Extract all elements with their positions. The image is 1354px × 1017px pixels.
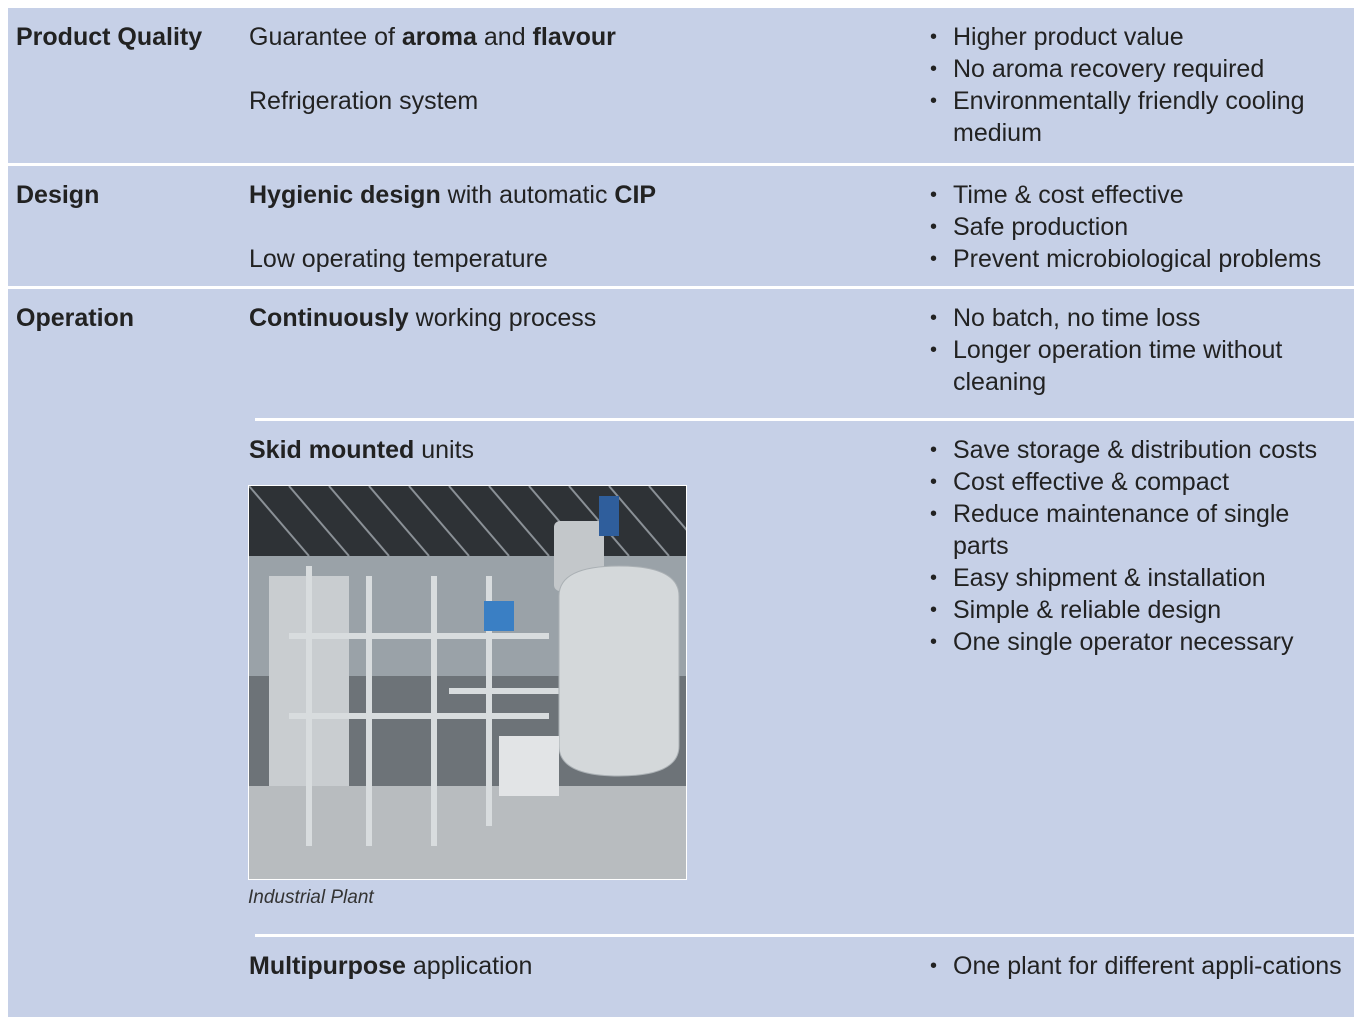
row-label: Design (16, 181, 100, 209)
benefit: Reduce maintenance of single parts (930, 498, 1350, 562)
benefit-list: Higher product valueNo aroma recovery re… (930, 21, 1350, 149)
benefit: Save storage & distribution costs (930, 434, 1350, 466)
feature-text: application (405, 952, 533, 980)
benefit: One plant for different appli-cations (930, 950, 1350, 982)
feature-text: units (414, 436, 475, 464)
benefit: Higher product value (930, 21, 1350, 53)
comparison-table: Product Quality Guarantee of aroma and fl… (8, 8, 1354, 1017)
photo (248, 485, 750, 880)
table-row: Operation Continuously working process No … (8, 289, 1354, 1017)
feature-text: CIP (614, 181, 657, 209)
feature-text: Refrigeration system (249, 87, 479, 115)
feature-text: aroma (401, 23, 477, 51)
table-row: Design Hygienic design with automatic CIP… (8, 166, 1354, 289)
benefit: Cost effective & compact (930, 466, 1350, 498)
row-group: Hygienic design with automatic CIP Low op… (249, 166, 1354, 286)
row-group: Multipurpose application One plant for di… (249, 934, 1354, 1017)
benefit: Time & cost effective (930, 179, 1350, 211)
feature-text: Skid mounted (249, 436, 415, 464)
feature-text: Hygienic design (249, 181, 441, 209)
features: Hygienic design with automatic CIP Low op… (249, 179, 909, 307)
feature-text: Guarantee of (249, 23, 402, 51)
feature: Multipurpose application (249, 950, 909, 982)
features: Skid mounted units (249, 434, 909, 498)
benefit: Easy shipment & installation (930, 562, 1350, 594)
benefit: Prevent microbiological problems (930, 243, 1350, 275)
feature-text: Multipurpose (249, 952, 406, 980)
row-group: Continuously working process No batch, no… (249, 289, 1354, 418)
benefit-list: No batch, no time lossLonger operation t… (930, 302, 1350, 398)
benefit: Simple & reliable design (930, 594, 1350, 626)
benefit-list: Time & cost effectiveSafe productionPrev… (930, 179, 1350, 275)
row-group: Guarantee of aroma and flavour Refrigerat… (249, 8, 1354, 163)
feature-text: and (476, 23, 533, 51)
feature-text: flavour (532, 23, 616, 51)
benefit: One single operator necessary (930, 626, 1350, 658)
features: Guarantee of aroma and flavour Refrigerat… (249, 21, 909, 149)
table-row: Product Quality Guarantee of aroma and fl… (8, 8, 1354, 166)
feature-text: Continuously (249, 304, 409, 332)
feature-text: working process (408, 304, 597, 332)
benefit: Safe production (930, 211, 1350, 243)
caption: Industrial Plant (248, 887, 374, 908)
row-label: Product Quality (16, 23, 203, 51)
feature-text: Low operating temperature (249, 245, 548, 273)
benefit-list: Save storage & distribution costsCost ef… (930, 434, 1350, 658)
feature: Continuously working process (249, 302, 909, 334)
feature: Guarantee of aroma and flavour (249, 21, 909, 53)
feature: Refrigeration system (249, 85, 909, 117)
feature-text: with automatic (440, 181, 615, 209)
features: Continuously working process (249, 302, 909, 366)
benefit-list: One plant for different appli-cations (930, 950, 1350, 982)
feature: Skid mounted units (249, 434, 909, 466)
row-group: Skid mounted units Industrial Plant Save … (248, 418, 1354, 934)
row-label: Operation (16, 304, 135, 332)
features: Multipurpose application (249, 950, 909, 1014)
benefit: No aroma recovery required (930, 53, 1350, 85)
benefit: Environmentally friendly cooling medium (930, 85, 1350, 149)
feature: Hygienic design with automatic CIP (249, 179, 909, 211)
benefit: Longer operation time without cleaning (930, 334, 1350, 398)
plant-photo (248, 485, 750, 879)
feature: Low operating temperature (249, 243, 909, 275)
benefit: No batch, no time loss (930, 302, 1350, 334)
